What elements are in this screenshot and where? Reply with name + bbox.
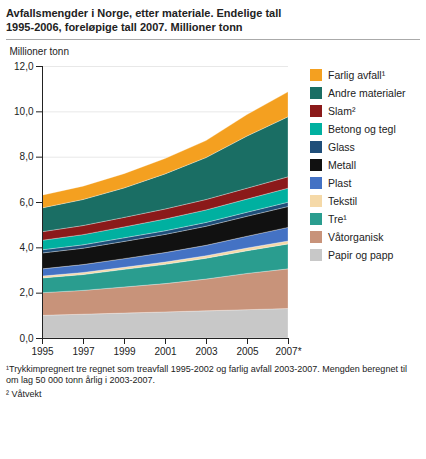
svg-text:8,0: 8,0 xyxy=(20,151,34,162)
svg-text:2005: 2005 xyxy=(236,345,259,356)
svg-text:2,0: 2,0 xyxy=(20,287,34,298)
svg-text:12,0: 12,0 xyxy=(14,60,34,71)
html-text:Slam²: Slam² xyxy=(328,104,356,117)
svg-text:1999: 1999 xyxy=(113,345,136,356)
svg-text:1997: 1997 xyxy=(72,345,95,356)
svg-text:2003: 2003 xyxy=(195,345,218,356)
svg-text:0,0: 0,0 xyxy=(20,332,34,343)
html-text:Andre materialer: Andre materialer xyxy=(328,86,406,99)
html-text:Våtorganisk: Våtorganisk xyxy=(328,230,384,243)
html-text:Plast: Plast xyxy=(328,176,352,189)
html-text:² Våtvekt: ² Våtvekt xyxy=(6,389,42,400)
html-text:Betong og tegl: Betong og tegl xyxy=(328,122,396,135)
svg-text:10,0: 10,0 xyxy=(14,106,34,117)
svg-text:2007*: 2007* xyxy=(275,345,301,356)
html-text:Tekstil: Tekstil xyxy=(328,194,358,207)
svg-text:Millioner tonn: Millioner tonn xyxy=(10,45,69,56)
html-text:Avfallsmengder i Norge, etter: Avfallsmengder i Norge, etter materiale.… xyxy=(6,7,282,34)
svg-text:2001: 2001 xyxy=(154,345,177,356)
html-text:Farlig avfall¹: Farlig avfall¹ xyxy=(328,68,386,81)
svg-text:1995: 1995 xyxy=(31,345,54,356)
html-text:¹Trykkimpregnert tre regnet so: ¹Trykkimpregnert tre regnet som treavfal… xyxy=(6,363,407,385)
svg-text:6,0: 6,0 xyxy=(20,196,34,207)
html-text:Metall: Metall xyxy=(328,158,356,171)
html-text:Papir og papp: Papir og papp xyxy=(328,248,394,261)
html-text:Tre¹: Tre¹ xyxy=(328,212,347,225)
svg-text:4,0: 4,0 xyxy=(20,242,34,253)
html-text:Glass: Glass xyxy=(328,140,355,153)
